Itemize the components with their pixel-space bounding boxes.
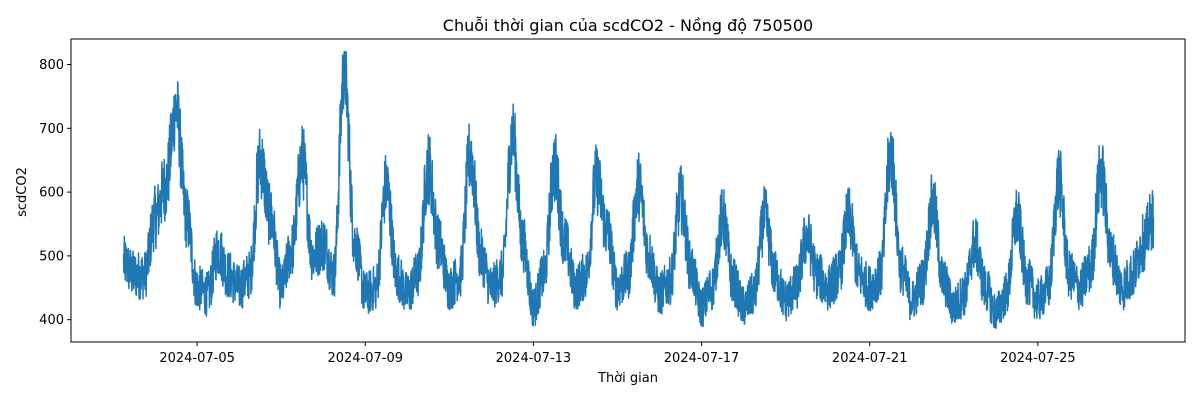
x-tick-label: 2024-07-13 bbox=[496, 351, 572, 366]
y-axis-ticks: 400 500 600 700 800 bbox=[39, 58, 71, 328]
x-tick-label: 2024-07-05 bbox=[159, 351, 235, 366]
y-axis-label: scdCO2 bbox=[15, 167, 30, 217]
series-line-0 bbox=[122, 51, 1155, 329]
series-layer bbox=[122, 51, 1155, 329]
y-tick-label: 400 bbox=[39, 313, 64, 328]
chart-title: Chuỗi thời gian của scdCO2 - Nồng độ 750… bbox=[443, 16, 813, 35]
y-tick-label: 800 bbox=[39, 58, 64, 73]
plot-frame bbox=[70, 38, 1186, 343]
y-tick-label: 500 bbox=[39, 249, 64, 264]
x-tick-label: 2024-07-09 bbox=[327, 351, 403, 366]
x-axis-label: Thời gian bbox=[597, 371, 658, 386]
x-tick-label: 2024-07-21 bbox=[832, 351, 908, 366]
x-tick-label: 2024-07-25 bbox=[1000, 351, 1076, 366]
x-tick-label: 2024-07-17 bbox=[664, 351, 740, 366]
x-axis-ticks: 2024-07-05 2024-07-09 2024-07-13 2024-07-17… bbox=[159, 342, 1076, 366]
y-tick-label: 600 bbox=[39, 186, 64, 201]
y-tick-label: 700 bbox=[39, 122, 64, 137]
